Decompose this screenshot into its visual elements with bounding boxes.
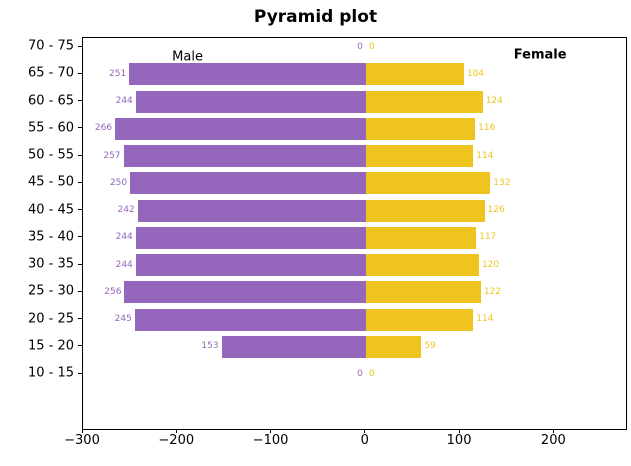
female-bar [365,117,476,140]
female-bar-value: 114 [476,150,494,161]
y-tick-label: 20 - 25 [27,311,74,326]
female-bar [365,63,464,86]
male-bar-value: 256 [104,286,122,297]
female-bar-value: 0 [368,41,375,52]
y-tick [78,318,82,319]
female-bar [365,199,485,222]
male-bar-value: 250 [109,177,128,188]
y-tick-label: 35 - 40 [27,229,74,245]
female-bar-value: 104 [466,68,485,79]
y-tick [78,45,82,47]
male-bar [221,335,366,358]
male-bar-value: 244 [115,96,133,106]
plot-area: 0 0 251 104 244 124 266 116 257 114 250 132 242 126 24… [82,37,627,430]
male-bar [135,90,366,113]
male-bar [129,63,366,86]
x-tick [81,429,83,433]
female-bar-value: 114 [476,314,494,324]
x-tick [458,429,460,433]
female-bar-value: 132 [493,177,511,188]
female-bar [365,335,422,358]
x-tick [175,429,177,433]
y-tick-label: 45 - 50 [27,174,74,190]
x-tick-label: −300 [64,433,100,448]
female-bar-value: 122 [483,286,501,297]
female-bar-value: 116 [478,123,496,134]
female-bar [365,308,474,331]
y-tick-label: 25 - 30 [27,283,74,299]
y-tick [78,263,82,265]
x-tick-label: −100 [252,433,289,448]
male-bar-value: 245 [114,314,132,324]
y-tick [78,127,82,129]
y-tick-label: 15 - 20 [27,338,74,354]
x-tick [270,429,272,433]
y-tick [78,372,82,374]
x-tick-label: 200 [540,433,566,448]
female-bar-value: 59 [424,341,436,352]
male-bar-value: 257 [103,150,121,161]
y-tick [78,72,82,74]
y-tick-label: 10 - 15 [27,365,74,381]
chart-title: Pyramid plot [253,7,378,27]
female-series-label: Female [513,47,567,63]
male-bar-value: 0 [357,41,363,52]
male-bar [137,199,366,222]
male-bar-value: 0 [357,368,363,379]
male-series-label: Male [172,49,203,65]
female-bar-value: 0 [368,368,375,379]
female-bar [365,172,491,195]
female-bar [365,90,483,113]
y-tick-label: 65 - 70 [27,65,74,81]
male-bar [130,172,366,195]
y-tick-label: 50 - 55 [27,147,74,163]
male-bar-value: 266 [94,123,113,134]
x-tick-label: 100 [446,433,472,448]
male-bar-value: 251 [109,68,127,79]
female-bar [365,145,474,167]
female-bar [365,281,481,304]
male-bar [135,254,366,276]
male-bar [124,281,366,304]
male-bar-value: 244 [115,259,133,270]
y-tick [78,209,82,210]
male-bar-value: 244 [115,232,133,243]
y-tick [78,236,82,238]
male-bar [134,308,366,331]
male-bar [135,226,366,249]
y-tick-label: 40 - 45 [27,202,74,217]
female-bar-value: 124 [485,96,503,106]
y-tick-label: 55 - 60 [27,120,74,136]
y-tick [78,345,82,347]
female-bar-value: 126 [487,205,505,215]
x-tick-label: 0 [360,433,369,448]
male-bar [123,145,366,167]
x-tick-label: −200 [158,433,195,448]
x-tick [552,429,554,433]
x-tick [364,429,366,433]
female-bar [365,226,477,249]
male-bar-value: 242 [117,205,135,215]
female-bar-value: 117 [479,232,497,243]
female-bar-value: 120 [481,259,500,270]
y-tick-label: 60 - 65 [27,93,74,108]
y-tick-label: 70 - 75 [27,38,74,54]
male-bar-value: 153 [201,341,219,352]
male-bar [115,117,366,140]
y-tick [78,181,82,183]
y-tick [78,100,82,101]
y-tick [78,290,82,292]
y-tick [78,154,82,156]
female-bar [365,254,479,276]
y-tick-label: 30 - 35 [27,256,74,272]
